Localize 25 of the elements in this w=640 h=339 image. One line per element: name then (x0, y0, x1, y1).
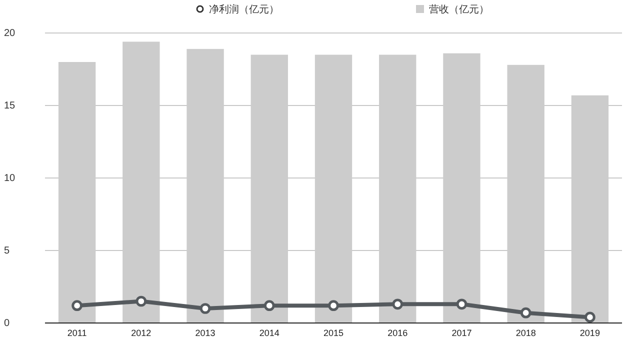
point (136, 296, 147, 307)
x-tick-label: 2012 (131, 328, 152, 338)
x-tick-label: 2011 (67, 328, 87, 338)
point (520, 307, 532, 318)
legend-label: 营收（亿元） (429, 4, 489, 16)
x-tick-label: 2019 (580, 328, 600, 338)
y-tick-label: 10 (4, 173, 16, 184)
x-tick-label: 2015 (323, 328, 344, 338)
y-tick-label: 5 (4, 246, 10, 257)
y-tick-label: 0 (4, 318, 10, 330)
point (328, 300, 339, 312)
point (392, 298, 404, 310)
x-tick-label: 2017 (452, 328, 472, 338)
y-tick-label: 20 (4, 28, 16, 40)
point (584, 312, 596, 323)
point (264, 300, 275, 312)
point (72, 300, 82, 312)
point (456, 298, 468, 310)
legend-label: 净利润（亿元） (209, 4, 279, 16)
x-tick-label: 2018 (516, 328, 536, 338)
x-tick-label: 2016 (388, 328, 408, 338)
y-tick-label: 15 (4, 100, 16, 112)
x-tick-label: 2014 (259, 328, 280, 338)
x-tick-label: 2013 (195, 328, 216, 338)
point (200, 303, 211, 314)
